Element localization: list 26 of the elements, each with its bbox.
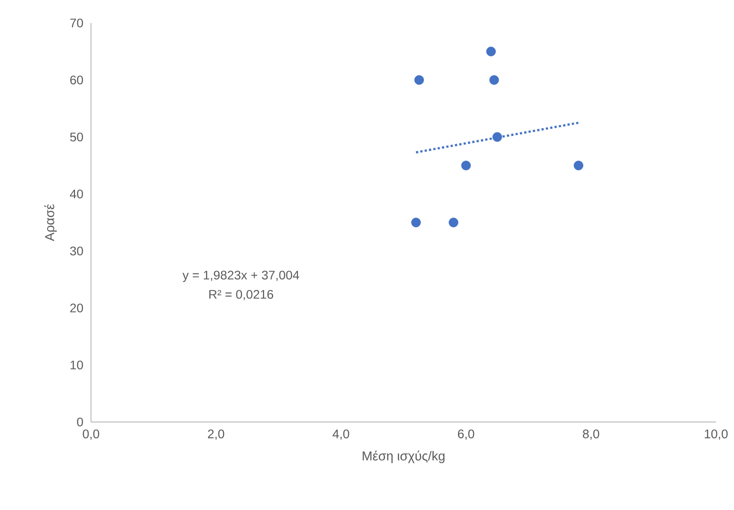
point [411, 218, 421, 228]
y-tick-label: 60 [70, 76, 83, 84]
point [486, 46, 496, 56]
point [492, 132, 502, 142]
point [574, 160, 584, 170]
x-tick-label: 10,0 [704, 430, 728, 440]
annotation: R² = 0,0216 [209, 290, 274, 300]
x-tick-label: 4,0 [332, 430, 350, 440]
point [461, 160, 471, 170]
x-axis-title: Μέση ισχύς/kg [362, 450, 444, 464]
point [489, 75, 499, 85]
x-tick-label: 0,0 [82, 430, 100, 440]
y-tick-label: 30 [70, 246, 83, 256]
point [414, 75, 424, 85]
x-tick-label: 2,0 [208, 430, 224, 440]
point [448, 218, 458, 228]
y-tick-label: 50 [70, 132, 83, 142]
y-tick-label: 70 [70, 18, 83, 28]
y-tick-label: 0 [77, 418, 83, 426]
annotation: y = 1,9823x + 37,004 [182, 270, 300, 282]
y-tick-label: 20 [70, 304, 83, 312]
x-tick-label: 6,0 [458, 430, 474, 440]
y-tick-label: 40 [70, 190, 83, 198]
x-tick-label: 8,0 [582, 430, 600, 440]
y-axis-title: Αρασέ [44, 204, 57, 242]
y-tick-label: 10 [70, 360, 83, 370]
